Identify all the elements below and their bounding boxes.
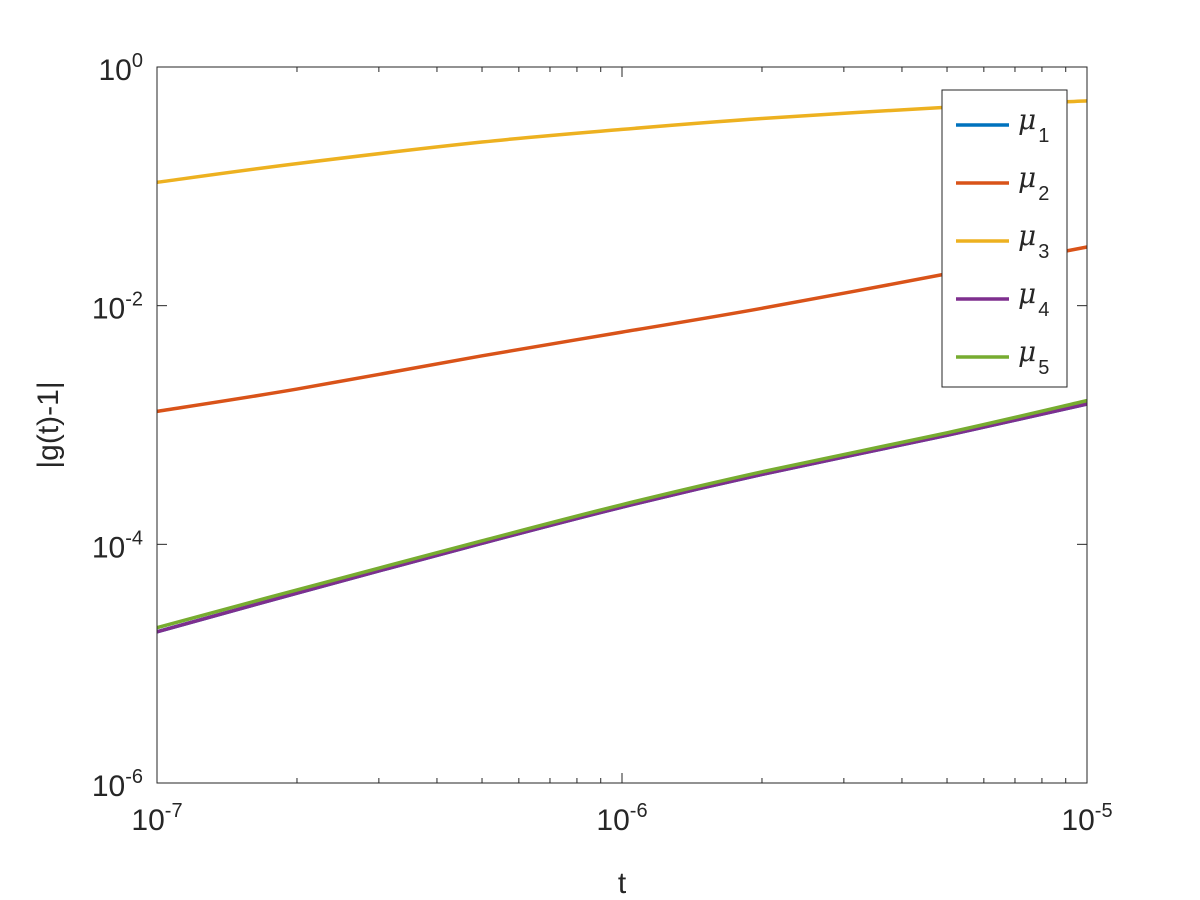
x-axis-label: t xyxy=(618,867,627,900)
plot-background xyxy=(157,67,1087,783)
y-axis-label: |g(t)-1| xyxy=(32,381,65,468)
y-tick-label: 10-4 xyxy=(92,527,143,564)
axes-box xyxy=(156,66,1088,784)
y-tick-label: 100 xyxy=(99,50,144,87)
x-tick-label: 10-5 xyxy=(1061,800,1112,837)
plot-area xyxy=(157,67,1087,783)
series-line-mu-5 xyxy=(156,398,1088,630)
legend-box xyxy=(941,89,1068,388)
x-tick-label: 10-6 xyxy=(596,800,647,837)
x-tick-label: 10-7 xyxy=(131,800,182,837)
legend: μ 1 μ 2 μ 3 μ 4 μ 5 xyxy=(941,89,1068,388)
y-tick-label: 10-6 xyxy=(92,766,143,803)
y-tick-label: 10-2 xyxy=(92,289,143,326)
axis-ticks xyxy=(156,66,1088,784)
series-line-mu-4 xyxy=(156,402,1088,634)
